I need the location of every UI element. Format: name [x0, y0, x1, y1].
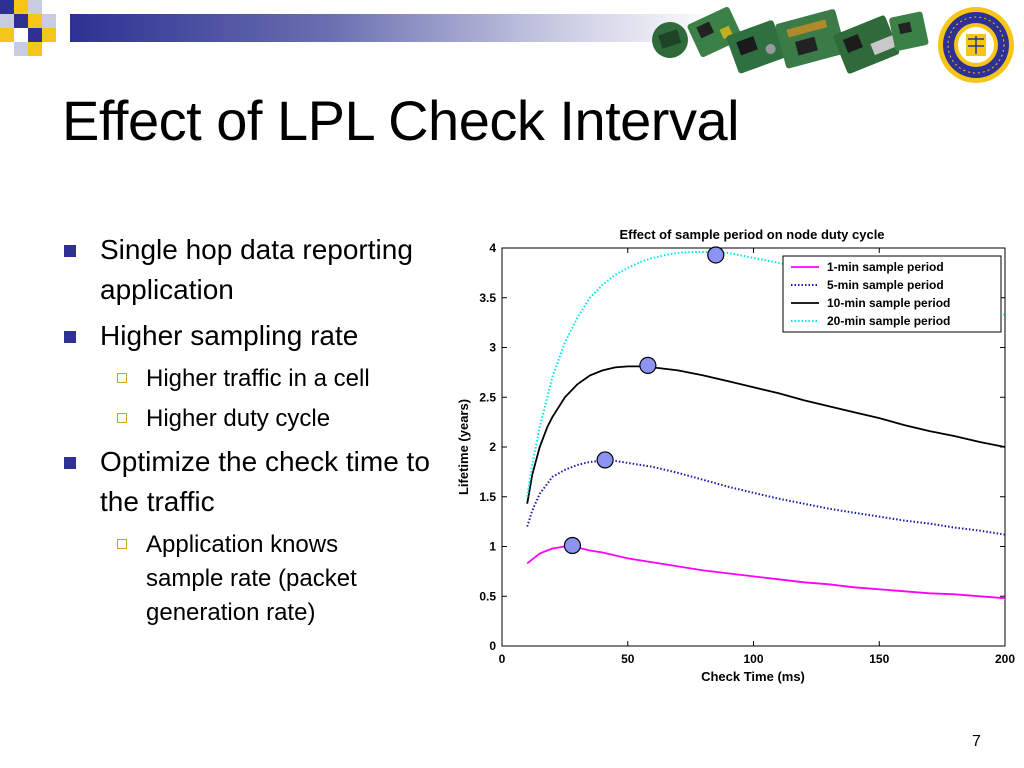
deco-square: [42, 14, 56, 28]
y-tick-label: 1.5: [479, 490, 496, 504]
series-line: [526, 545, 1006, 600]
deco-square: [42, 28, 56, 42]
bullet-square-icon: [64, 245, 76, 257]
x-tick-label: 200: [995, 652, 1015, 666]
series-line: [526, 365, 1006, 504]
lifetime-chart: Effect of sample period on node duty cyc…: [440, 218, 1024, 698]
deco-square: [28, 14, 42, 28]
bullet-list: Single hop data reporting application Hi…: [62, 230, 432, 636]
deco-square: [28, 0, 42, 14]
optimum-point-marker: [707, 246, 725, 264]
sub-bullet-text: Higher traffic in a cell: [146, 365, 370, 392]
deco-square: [0, 14, 14, 28]
sub-bullet-text: Higher duty cycle: [146, 405, 331, 432]
legend-label: 5-min sample period: [827, 278, 944, 292]
deco-square: [28, 42, 42, 56]
chart-legend: 1-min sample period 5-min sample period 10…: [782, 255, 1002, 333]
x-axis-label: Check Time (ms): [701, 669, 805, 684]
legend-label: 10-min sample period: [827, 296, 950, 310]
deco-square: [14, 0, 28, 14]
y-tick-label: 2: [489, 440, 496, 454]
deco-square: [0, 28, 14, 42]
x-tick-label: 150: [869, 652, 889, 666]
legend-label: 1-min sample period: [827, 260, 944, 274]
university-seal-logo: [938, 7, 1014, 83]
sensor-boards-image: [652, 6, 929, 74]
sub-bullet-square-icon: [117, 373, 127, 383]
bullet-text: Higher sampling rate: [100, 320, 359, 351]
bullet-item: Higher sampling rate: [62, 316, 432, 356]
optimum-point-marker: [596, 451, 614, 469]
y-tick-label: 0: [489, 639, 496, 653]
slide-title: Effect of LPL Check Interval: [62, 89, 740, 152]
series-line: [526, 459, 1006, 536]
bullet-item: Single hop data reporting application: [62, 230, 430, 310]
sub-bullet-item: Higher duty cycle: [62, 402, 432, 436]
sub-bullet-square-icon: [117, 413, 127, 423]
bullet-square-icon: [64, 457, 76, 469]
optimum-point-marker: [639, 356, 657, 375]
bullet-square-icon: [64, 331, 76, 343]
series-layer: [526, 251, 1006, 600]
header-band: [0, 0, 1024, 60]
bullet-text: Optimize the check time to the traffic: [100, 446, 430, 517]
deco-square: [0, 0, 14, 14]
y-axis-label: Lifetime (years): [456, 399, 471, 495]
header-gradient-bar: [70, 14, 720, 42]
marker-layer: [563, 246, 725, 555]
optimum-point-marker: [563, 536, 582, 555]
deco-square: [14, 42, 28, 56]
sub-bullet-item: Higher traffic in a cell: [62, 362, 432, 396]
y-tick-label: 4: [489, 241, 496, 255]
sub-bullet-text: Application knows sample rate (packet ge…: [146, 531, 357, 626]
y-tick-label: 2.5: [479, 390, 496, 404]
y-tick-label: 3: [489, 341, 496, 355]
deco-square: [28, 28, 42, 42]
chart-svg: Effect of sample period on node duty cyc…: [456, 227, 1015, 684]
y-tick-label: 0.5: [479, 589, 496, 603]
y-tick-label: 3.5: [479, 291, 496, 305]
legend-box: [782, 255, 1002, 333]
y-tick-label: 1: [489, 540, 496, 554]
bullet-text: Single hop data reporting application: [100, 234, 413, 305]
sub-bullet-square-icon: [117, 539, 127, 549]
page-number: 7: [972, 733, 981, 750]
bullet-item: Optimize the check time to the traffic: [62, 442, 430, 522]
x-tick-label: 50: [621, 652, 635, 666]
legend-label: 20-min sample period: [827, 314, 950, 328]
axes: 0 50 100 150 200 0 0.5 1 1.5 2 2.5 3 3.5 4: [479, 241, 1015, 666]
x-tick-label: 100: [743, 652, 763, 666]
chart-title: Effect of sample period on node duty cyc…: [619, 227, 884, 242]
x-tick-label: 0: [499, 652, 506, 666]
deco-square: [14, 14, 28, 28]
sub-bullet-item: Application knows sample rate (packet ge…: [62, 528, 406, 630]
